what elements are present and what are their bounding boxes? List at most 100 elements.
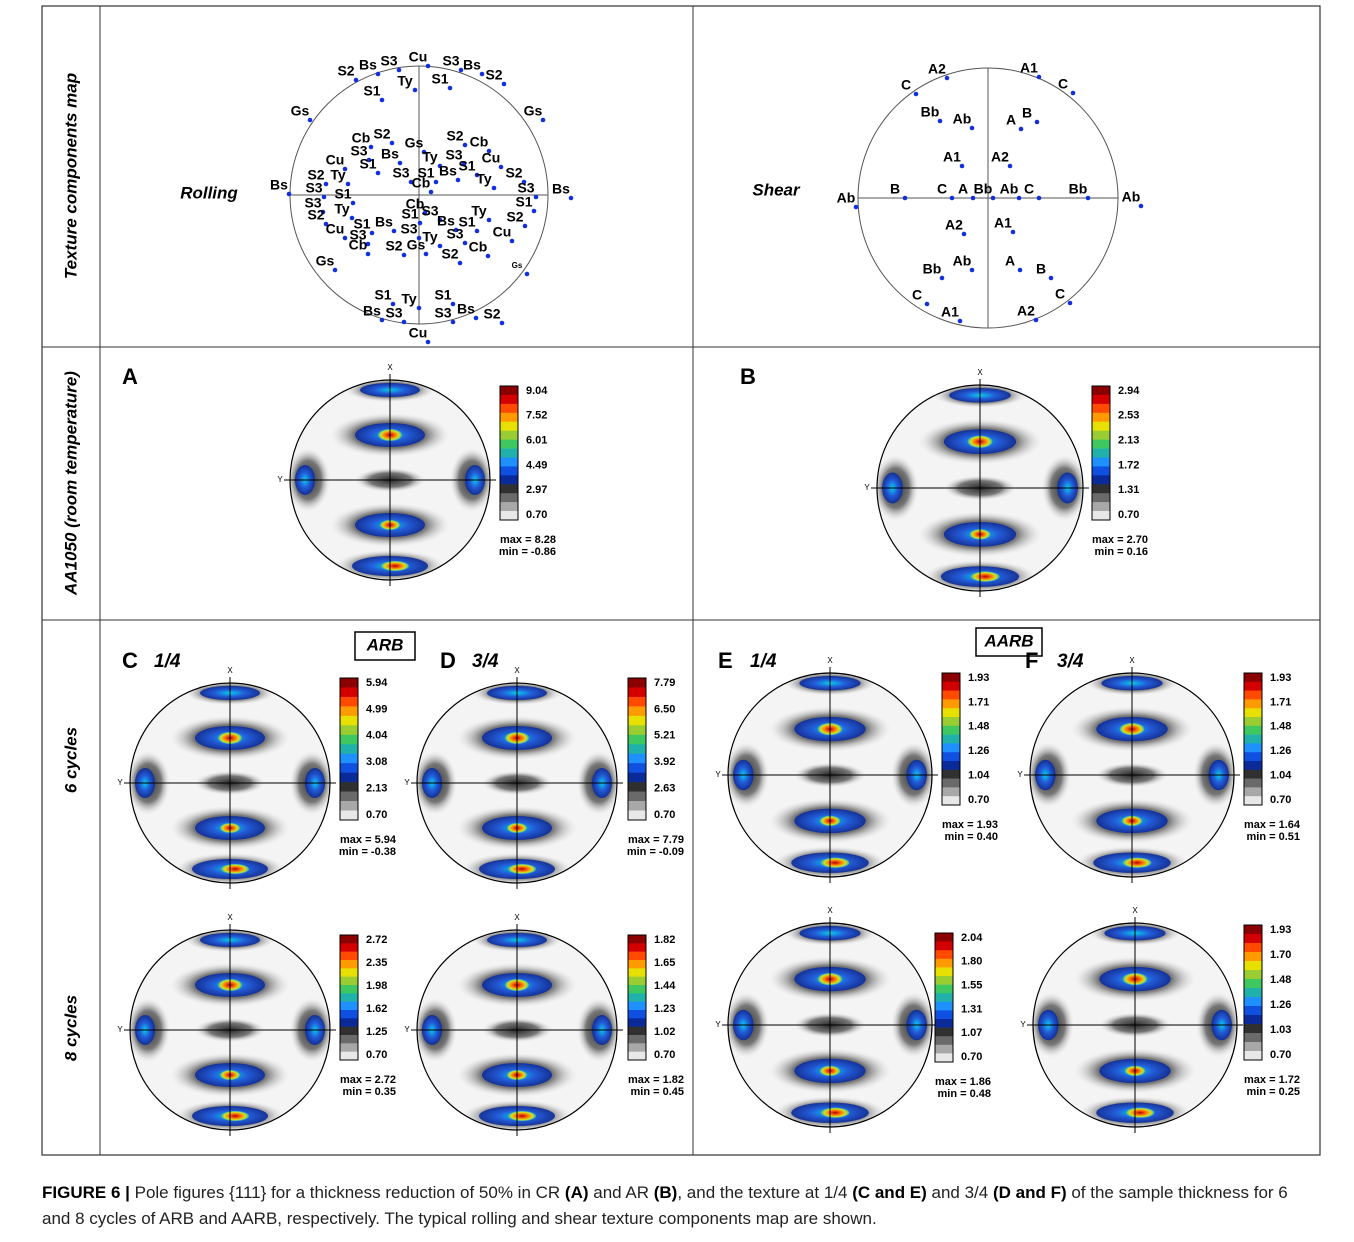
colorbar-segment: [500, 511, 518, 520]
row-label: AA1050 (room temperature): [61, 371, 80, 596]
colorbar-segment: [628, 811, 646, 821]
colorbar-segment: [1092, 440, 1110, 449]
colorbar-tick: 0.70: [526, 509, 547, 521]
min-label: min = 0.35: [342, 1086, 396, 1098]
component-label: Bs: [363, 303, 381, 319]
component-label: Cb: [349, 237, 368, 253]
colorbar-segment: [1244, 1006, 1262, 1015]
colorbar-segment: [1092, 422, 1110, 431]
colorbar-tick: 1.44: [654, 980, 676, 992]
colorbar-segment: [340, 754, 358, 764]
colorbar-segment: [935, 1045, 953, 1054]
colorbar-segment: [500, 440, 518, 449]
component-label: S1: [363, 83, 380, 99]
colorbar-segment: [340, 1035, 358, 1044]
colorbar-segment: [500, 493, 518, 502]
contour: [221, 1111, 249, 1121]
component-label: Ty: [422, 149, 438, 165]
colorbar-segment: [1244, 735, 1262, 744]
colorbar-tick: 1.65: [654, 957, 675, 969]
component-label: Bs: [463, 57, 481, 73]
component-label: Bs: [457, 301, 475, 317]
component-label: Gs: [405, 135, 424, 151]
colorbar-segment: [942, 717, 960, 726]
colorbar-segment: [628, 773, 646, 783]
axis-label: Y: [404, 1025, 410, 1034]
component-label: S2: [307, 207, 324, 223]
axis-label: Y: [715, 770, 721, 779]
colorbar-tick: 2.97: [526, 484, 547, 496]
component-label: S3: [446, 226, 463, 242]
component-dot: [1068, 301, 1073, 306]
component-label: B: [890, 181, 900, 197]
colorbar-segment: [1092, 431, 1110, 440]
component-label: A: [1005, 253, 1015, 269]
contour: [381, 561, 409, 571]
caption-text: , and the texture at 1/4: [677, 1183, 852, 1202]
max-label: max = 5.94: [340, 834, 397, 846]
component-label: Cb: [412, 175, 431, 191]
colorbar-tick: 1.82: [654, 934, 675, 946]
component-label: C: [937, 181, 947, 197]
colorbar-segment: [340, 706, 358, 716]
colorbar-segment: [1244, 1042, 1262, 1051]
colorbar-segment: [340, 687, 358, 697]
colorbar-segment: [340, 993, 358, 1002]
colorbar-segment: [628, 1027, 646, 1036]
colorbar-segment: [1092, 493, 1110, 502]
colorbar-segment: [935, 1036, 953, 1045]
colorbar-segment: [500, 457, 518, 466]
colorbar-segment: [935, 950, 953, 959]
colorbar-segment: [500, 466, 518, 475]
colorbar-segment: [628, 744, 646, 754]
colorbar-segment: [628, 1052, 646, 1061]
colorbar-segment: [1244, 761, 1262, 770]
contour: [1123, 858, 1152, 868]
component-label: S1: [515, 194, 532, 210]
component-dot: [914, 92, 919, 97]
component-label: Gs: [512, 261, 523, 270]
colorbar-segment: [500, 484, 518, 493]
colorbar-segment: [1092, 484, 1110, 493]
min-label: min = 0.16: [1094, 546, 1148, 558]
component-label: Bs: [552, 181, 570, 197]
colorbar-segment: [1244, 743, 1262, 752]
colorbar-segment: [340, 811, 358, 821]
colorbar-segment: [340, 1027, 358, 1036]
component-label: Cu: [493, 224, 512, 240]
component-label: C: [901, 77, 911, 93]
colorbar-segment: [942, 699, 960, 708]
colorbar-tick: 1.70: [1270, 949, 1291, 961]
component-dot: [525, 272, 530, 277]
min-label: min = 0.45: [630, 1086, 684, 1098]
component-label: S2: [373, 126, 390, 142]
colorbar-segment: [500, 422, 518, 431]
colorbar-segment: [1092, 386, 1110, 395]
colorbar-segment: [628, 952, 646, 961]
component-label: S3: [392, 165, 409, 181]
axis-label: X: [514, 666, 520, 675]
colorbar-segment: [340, 801, 358, 811]
panel-letter: D: [440, 648, 456, 673]
component-label: S3: [434, 305, 451, 321]
panel-letter: A: [122, 364, 138, 389]
component-label: Ty: [471, 203, 487, 219]
colorbar-tick: 9.04: [526, 385, 548, 397]
component-label: A1: [1020, 60, 1038, 76]
axis-label: Y: [1020, 1020, 1026, 1029]
colorbar-tick: 0.70: [968, 794, 989, 806]
component-label: Bs: [270, 177, 288, 193]
component-label: S2: [446, 128, 463, 144]
colorbar-segment: [340, 960, 358, 969]
colorbar-segment: [1244, 943, 1262, 952]
colorbar-segment: [340, 735, 358, 745]
colorbar-tick: 3.92: [654, 756, 675, 768]
colorbar-tick: 5.21: [654, 730, 675, 742]
colorbar-segment: [935, 1010, 953, 1019]
row-label: Texture components map: [61, 73, 80, 279]
colorbar-segment: [628, 935, 646, 944]
colorbar-segment: [1092, 395, 1110, 404]
group-label: ARB: [366, 635, 404, 654]
component-label: S2: [337, 63, 354, 79]
colorbar-segment: [628, 763, 646, 773]
